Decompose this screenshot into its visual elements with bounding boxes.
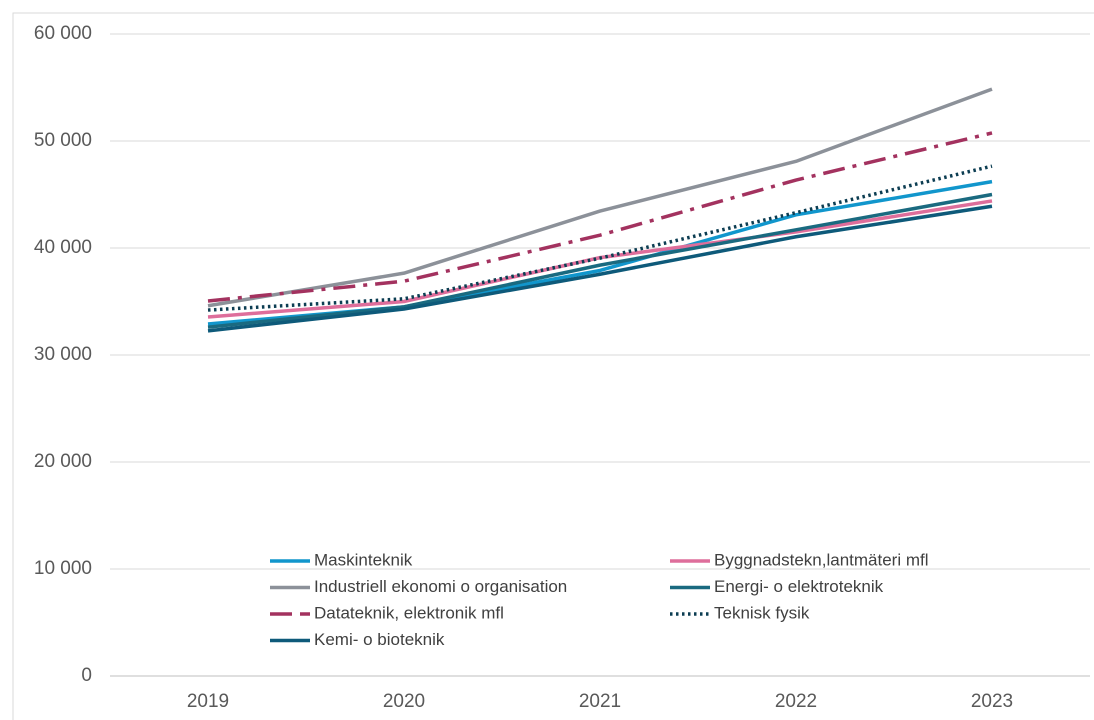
- y-tick-label: 30 000: [34, 344, 92, 365]
- x-tick-label: 2022: [775, 691, 817, 712]
- y-tick-label: 20 000: [34, 451, 92, 472]
- legend-label: Teknisk fysik: [714, 603, 810, 622]
- chart-frame: [12, 12, 1094, 720]
- series-line: [207, 179, 993, 326]
- legend-label: Maskinteknik: [314, 550, 413, 569]
- series-line: [207, 87, 993, 308]
- legend-label: Kemi- o bioteknik: [314, 630, 445, 649]
- y-tick-label: 60 000: [34, 23, 92, 44]
- x-tick-label: 2020: [383, 691, 425, 712]
- legend-label: Datateknik, elektronik mfl: [314, 603, 504, 622]
- series-line: [207, 131, 993, 303]
- y-tick-label: 40 000: [34, 237, 92, 258]
- x-tick-label: 2023: [971, 691, 1013, 712]
- series-line: [207, 192, 993, 329]
- y-tick-label: 10 000: [34, 558, 92, 579]
- x-tick-label: 2019: [187, 691, 229, 712]
- legend-label: Byggnadstekn,lantmäteri mfl: [714, 550, 929, 569]
- y-tick-label: 50 000: [34, 130, 92, 151]
- series-line: [207, 164, 993, 312]
- x-tick-label: 2021: [579, 691, 621, 712]
- series-line: [207, 204, 993, 333]
- legend-label: Industriell ekonomi o organisation: [314, 577, 567, 596]
- y-tick-label: 0: [81, 665, 92, 686]
- legend-label: Energi- o elektroteknik: [714, 577, 884, 596]
